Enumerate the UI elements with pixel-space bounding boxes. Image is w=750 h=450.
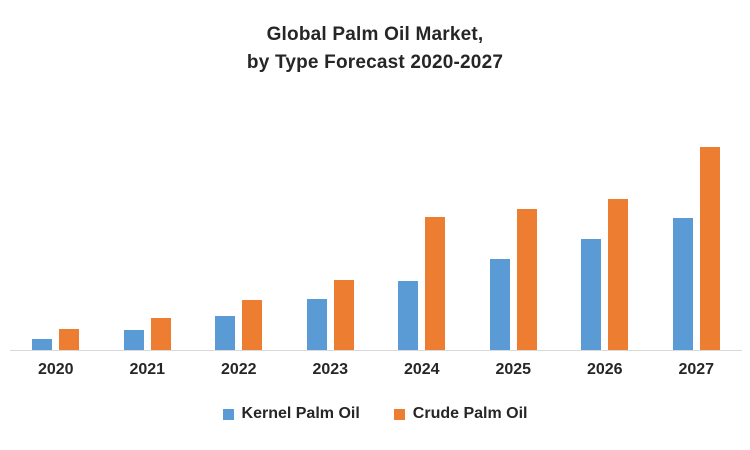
x-axis-label-2022: 2022 — [220, 361, 257, 378]
kernel-palm-oil-bar — [398, 281, 419, 350]
kernel-palm-oil-bar — [672, 218, 693, 350]
kernel-palm-oil-bar — [306, 299, 327, 350]
bar-group-2026 — [559, 110, 651, 350]
x-axis-label-2027: 2027 — [678, 361, 715, 378]
legend-label: Crude Palm Oil — [412, 405, 528, 422]
x-axis-label-2024: 2024 — [403, 361, 440, 378]
bar-group-2021 — [102, 110, 194, 350]
crude-palm-oil-bar — [59, 329, 80, 350]
crude-palm-oil-bar — [608, 199, 629, 350]
bar-group-2020 — [10, 110, 102, 350]
x-axis-label-2020: 2020 — [37, 361, 74, 378]
x-axis-label-2025: 2025 — [495, 361, 532, 378]
crude-palm-oil-bar — [150, 318, 171, 350]
x-axis-label-2023: 2023 — [312, 361, 349, 378]
legend-item-kernel-palm-oil: Kernel Palm Oil — [222, 405, 360, 423]
chart-title-line-1: Global Palm Oil Market, — [266, 24, 484, 45]
x-axis-label-2021: 2021 — [129, 361, 166, 378]
legend-item-crude-palm-oil: Crude Palm Oil — [393, 405, 528, 423]
crude-palm-oil-bar — [333, 280, 354, 350]
plot-area — [10, 110, 743, 351]
bar-group-2023 — [285, 110, 377, 350]
crude-palm-oil-bar — [699, 147, 720, 350]
kernel-palm-oil-bar — [123, 330, 144, 350]
kernel-palm-oil-bar — [32, 339, 53, 350]
legend-swatch-icon — [393, 408, 405, 420]
x-axis-label-2026: 2026 — [586, 361, 623, 378]
crude-palm-oil-bar — [516, 209, 537, 350]
x-axis-line — [10, 350, 742, 351]
bar-group-2024 — [376, 110, 468, 350]
crude-palm-oil-bar — [242, 300, 263, 350]
chart-title: Global Palm Oil Market, by Type Forecast… — [0, 21, 750, 77]
bar-group-2022 — [193, 110, 285, 350]
kernel-palm-oil-bar — [215, 316, 236, 350]
kernel-palm-oil-bar — [489, 259, 510, 350]
crude-palm-oil-bar — [425, 217, 446, 350]
x-axis: 2020 2021 2022 2023 2024 2025 2026 2027 — [10, 361, 742, 379]
bar-group-2027 — [651, 110, 743, 350]
chart-title-line-2: by Type Forecast 2020-2027 — [246, 52, 504, 73]
legend-label: Kernel Palm Oil — [241, 405, 360, 422]
legend-swatch-icon — [222, 408, 234, 420]
bar-group-2025 — [468, 110, 560, 350]
kernel-palm-oil-bar — [581, 239, 602, 350]
legend: Kernel Palm Oil Crude Palm Oil — [0, 405, 750, 423]
